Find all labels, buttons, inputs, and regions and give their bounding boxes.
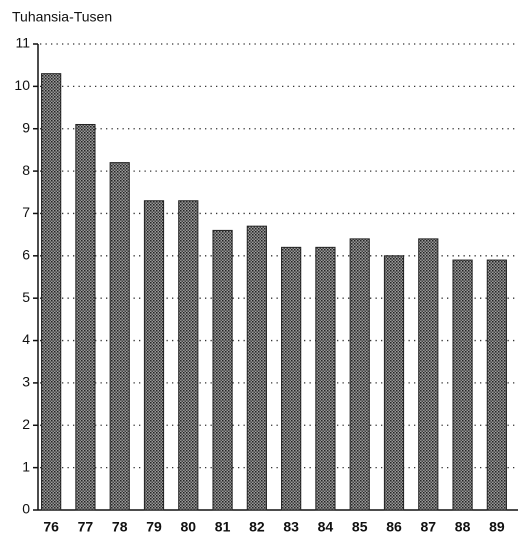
y-tick-label: 6 bbox=[22, 247, 30, 263]
bar bbox=[418, 238, 439, 511]
bar bbox=[41, 73, 62, 511]
bar bbox=[178, 200, 199, 511]
bar bbox=[349, 238, 370, 511]
x-tick-label: 85 bbox=[352, 519, 368, 535]
x-tick-label: 76 bbox=[43, 519, 59, 535]
bar bbox=[281, 246, 302, 511]
y-tick-label: 5 bbox=[22, 289, 30, 305]
y-tick-label: 1 bbox=[22, 458, 30, 474]
bar bbox=[315, 246, 336, 511]
y-tick-label: 8 bbox=[22, 162, 30, 178]
x-tick-label: 89 bbox=[489, 519, 505, 535]
y-tick-label: 7 bbox=[22, 204, 30, 220]
x-tick-label: 81 bbox=[215, 519, 231, 535]
x-tick-label: 86 bbox=[386, 519, 402, 535]
y-tick-label: 4 bbox=[22, 331, 30, 347]
x-tick-label: 83 bbox=[283, 519, 299, 535]
y-axis-label: Tuhansia-Tusen bbox=[12, 9, 112, 25]
y-tick-label: 9 bbox=[22, 119, 30, 135]
x-tick-label: 78 bbox=[112, 519, 128, 535]
x-tick-label: 80 bbox=[180, 519, 196, 535]
x-tick-label: 79 bbox=[146, 519, 162, 535]
bar bbox=[212, 229, 233, 511]
bar bbox=[75, 123, 96, 511]
bar bbox=[109, 162, 130, 511]
bar bbox=[486, 259, 507, 511]
bar bbox=[246, 225, 267, 511]
y-tick-label: 11 bbox=[15, 35, 30, 51]
y-tick-label: 10 bbox=[14, 77, 30, 93]
x-tick-label: 82 bbox=[249, 519, 265, 535]
bar bbox=[143, 200, 165, 511]
x-tick-label: 77 bbox=[78, 519, 94, 535]
x-tick-label: 88 bbox=[455, 519, 471, 535]
y-tick-label: 2 bbox=[22, 416, 30, 432]
y-tick-label: 3 bbox=[22, 374, 30, 390]
bar bbox=[452, 259, 473, 511]
x-tick-label: 87 bbox=[420, 519, 436, 535]
y-tick-label: 0 bbox=[22, 501, 30, 517]
bar bbox=[383, 255, 405, 511]
x-tick-label: 84 bbox=[318, 519, 334, 535]
